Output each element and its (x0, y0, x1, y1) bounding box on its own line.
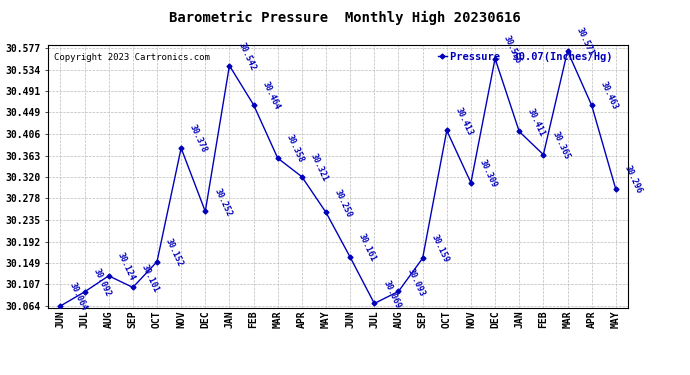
Text: 30.365: 30.365 (551, 130, 571, 161)
Pressure  30.07(Inches/Hg) (346, 255, 355, 260)
Pressure  30.07(Inches/Hg) (443, 128, 451, 133)
Pressure  30.07(Inches/Hg) (587, 103, 595, 108)
Text: 30.069: 30.069 (382, 279, 402, 310)
Text: 30.413: 30.413 (454, 106, 475, 136)
Pressure  30.07(Inches/Hg) (540, 152, 548, 157)
Pressure  30.07(Inches/Hg) (611, 187, 620, 192)
Pressure  30.07(Inches/Hg) (298, 174, 306, 179)
Text: 30.464: 30.464 (261, 80, 282, 111)
Pressure  30.07(Inches/Hg) (491, 56, 500, 61)
Text: Copyright 2023 Cartronics.com: Copyright 2023 Cartronics.com (54, 53, 210, 62)
Pressure  30.07(Inches/Hg) (128, 285, 137, 290)
Text: 30.571: 30.571 (575, 26, 595, 57)
Text: 30.411: 30.411 (526, 106, 547, 138)
Text: 30.321: 30.321 (309, 152, 330, 183)
Pressure  30.07(Inches/Hg) (177, 146, 185, 150)
Text: Barometric Pressure  Monthly High 20230616: Barometric Pressure Monthly High 2023061… (169, 11, 521, 26)
Pressure  30.07(Inches/Hg) (153, 260, 161, 264)
Pressure  30.07(Inches/Hg) (250, 103, 258, 107)
Text: 30.358: 30.358 (285, 134, 306, 164)
Text: 30.309: 30.309 (478, 158, 499, 189)
Pressure  30.07(Inches/Hg) (370, 301, 378, 306)
Text: 30.252: 30.252 (213, 187, 233, 218)
Text: 30.159: 30.159 (430, 233, 451, 264)
Pressure  30.07(Inches/Hg) (225, 63, 233, 68)
Legend: Pressure  30.07(Inches/Hg): Pressure 30.07(Inches/Hg) (434, 48, 616, 66)
Text: 30.124: 30.124 (116, 251, 137, 282)
Pressure  30.07(Inches/Hg) (80, 290, 88, 294)
Text: 30.250: 30.250 (333, 188, 354, 219)
Text: 30.463: 30.463 (599, 81, 620, 111)
Text: 30.161: 30.161 (357, 232, 378, 263)
Pressure  30.07(Inches/Hg) (105, 274, 113, 278)
Text: 30.152: 30.152 (164, 237, 185, 268)
Pressure  30.07(Inches/Hg) (466, 180, 475, 185)
Text: 30.101: 30.101 (140, 262, 161, 294)
Pressure  30.07(Inches/Hg) (322, 210, 330, 215)
Pressure  30.07(Inches/Hg) (201, 209, 210, 214)
Text: 30.093: 30.093 (406, 267, 426, 298)
Text: 30.378: 30.378 (188, 123, 209, 154)
Line: Pressure  30.07(Inches/Hg): Pressure 30.07(Inches/Hg) (59, 49, 618, 308)
Pressure  30.07(Inches/Hg) (418, 256, 426, 261)
Text: 30.092: 30.092 (92, 267, 112, 298)
Pressure  30.07(Inches/Hg) (273, 156, 282, 160)
Pressure  30.07(Inches/Hg) (394, 289, 402, 294)
Text: 30.064: 30.064 (68, 281, 88, 312)
Text: 30.542: 30.542 (237, 41, 257, 72)
Text: 30.556: 30.556 (502, 34, 523, 65)
Pressure  30.07(Inches/Hg) (563, 49, 571, 53)
Text: 30.296: 30.296 (623, 165, 644, 195)
Pressure  30.07(Inches/Hg) (515, 129, 523, 134)
Pressure  30.07(Inches/Hg) (56, 304, 65, 308)
